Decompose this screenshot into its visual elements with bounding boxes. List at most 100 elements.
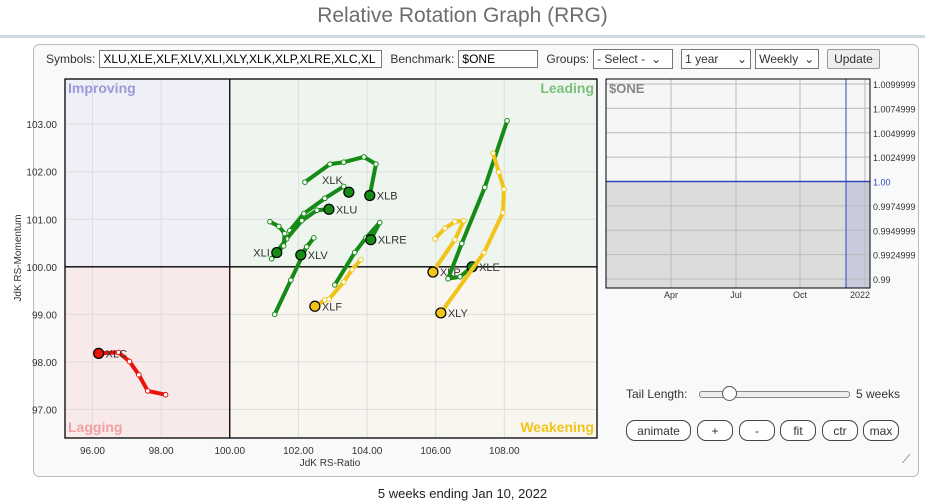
x-tick-label: 100.00 xyxy=(214,446,245,457)
resize-grip-icon[interactable]: ⟋ xyxy=(902,452,911,466)
symbol-label: XLI xyxy=(253,248,270,260)
animate-button[interactable]: animate xyxy=(626,420,691,441)
tail-point xyxy=(452,236,458,243)
symbol-label: XLE xyxy=(479,262,500,274)
tail-point xyxy=(340,159,347,166)
tail-xli: XLI xyxy=(253,218,288,260)
symbol-label: XLY xyxy=(448,308,469,320)
symbols-label: Symbols: xyxy=(46,52,96,66)
frequency-value: Weekly xyxy=(759,52,799,66)
head-point xyxy=(343,186,355,198)
y-axis-label: JdK RS-Momentum xyxy=(13,214,24,301)
groups-label: Groups: xyxy=(546,52,590,66)
quadrant-label-improving: Improving xyxy=(68,80,136,96)
tail-point xyxy=(327,161,333,167)
symbol-label: XLRE xyxy=(378,235,407,247)
tail-point xyxy=(267,218,273,225)
tail-point xyxy=(504,118,510,124)
groups-value: - Select - xyxy=(597,52,646,66)
tail-point xyxy=(481,184,488,191)
tail-point xyxy=(299,217,305,224)
y-tick-label: 100.00 xyxy=(26,263,57,274)
quadrant-label-leading: Leading xyxy=(540,80,594,96)
quadrant-lagging xyxy=(65,266,230,438)
head-point xyxy=(435,307,447,319)
title-divider xyxy=(0,35,925,38)
head-point xyxy=(295,249,307,261)
tail-point xyxy=(490,150,496,156)
groups-select[interactable]: - Select - ⌄ xyxy=(593,49,674,69)
footer-caption: 5 weeks ending Jan 10, 2022 xyxy=(377,486,548,501)
head-point xyxy=(427,266,439,278)
zoom-in-button[interactable]: + xyxy=(697,420,733,441)
x-tick-label: 98.00 xyxy=(149,446,174,457)
tail-point xyxy=(302,179,308,185)
symbol-label: XLF xyxy=(322,301,342,313)
y-tick-label: 97.00 xyxy=(32,405,57,416)
page-title: Relative Rotation Graph (RRG) xyxy=(317,4,608,27)
quadrant-label-weakening: Weakening xyxy=(520,419,594,435)
x-tick-label: 106.00 xyxy=(420,446,451,457)
tail-line xyxy=(302,154,378,198)
quadrant-improving xyxy=(65,79,230,267)
head-point xyxy=(365,234,377,246)
tail-point xyxy=(126,358,133,365)
tail-point xyxy=(349,266,355,273)
quadrant-label-lagging: Lagging xyxy=(68,419,122,435)
head-point xyxy=(271,246,283,259)
symbol-label: XLK xyxy=(322,175,343,187)
tail-point xyxy=(445,275,451,282)
tail-point xyxy=(358,256,364,263)
tail-xle: XLE xyxy=(445,118,510,282)
center-button[interactable]: ctr xyxy=(822,420,858,441)
tail-point xyxy=(432,235,438,242)
zoom-out-button[interactable]: - xyxy=(739,420,775,441)
benchmark-input[interactable] xyxy=(458,50,539,68)
tail-point xyxy=(314,207,320,214)
tail-length-label: Tail Length: xyxy=(626,387,688,401)
tail-point xyxy=(162,391,169,398)
x-tick-label: 96.00 xyxy=(80,446,105,457)
tail-point xyxy=(461,217,467,224)
fit-button[interactable]: fit xyxy=(780,420,816,441)
tail-point xyxy=(322,297,328,303)
slider-handle[interactable] xyxy=(721,386,737,401)
benchmark-label: Benchmark: xyxy=(390,52,455,66)
chevron-down-icon: ⌄ xyxy=(737,52,748,66)
x-tick-label: 104.00 xyxy=(352,446,383,457)
head-point xyxy=(364,189,376,202)
tail-xlb: XLB xyxy=(302,154,398,202)
tail-xly: XLY xyxy=(435,150,507,320)
tail-point xyxy=(311,235,317,241)
tail-point xyxy=(361,154,367,160)
head-point xyxy=(309,300,321,312)
head-point xyxy=(323,203,335,215)
tail-point xyxy=(271,311,278,318)
tail-point xyxy=(303,244,310,250)
period-select[interactable]: 1 year ⌄ xyxy=(681,49,752,69)
tail-point xyxy=(442,225,448,232)
chevron-down-icon: ⌄ xyxy=(804,52,815,66)
tail-length-slider[interactable] xyxy=(699,386,850,401)
tail-point xyxy=(496,169,502,175)
y-tick-label: 103.00 xyxy=(26,120,57,131)
tail-xlk: XLK xyxy=(287,175,355,234)
y-tick-label: 98.00 xyxy=(32,358,57,369)
max-button[interactable]: max xyxy=(863,420,899,441)
tail-line xyxy=(438,151,506,315)
tail-xlf: XLF xyxy=(309,256,364,313)
tail-point xyxy=(268,255,275,262)
symbol-label: XLC xyxy=(106,348,127,360)
y-tick-label: 102.00 xyxy=(26,168,57,179)
frequency-select[interactable]: Weekly ⌄ xyxy=(755,49,820,69)
tail-line xyxy=(96,350,168,397)
period-value: 1 year xyxy=(685,52,719,66)
chevron-down-icon: ⌄ xyxy=(651,52,662,66)
symbol-label: XLU xyxy=(336,204,357,216)
update-button[interactable]: Update xyxy=(827,49,880,69)
y-tick-label: 99.00 xyxy=(32,310,57,321)
symbols-input[interactable] xyxy=(99,50,383,68)
tail-point xyxy=(281,230,288,237)
tail-point xyxy=(276,223,282,230)
